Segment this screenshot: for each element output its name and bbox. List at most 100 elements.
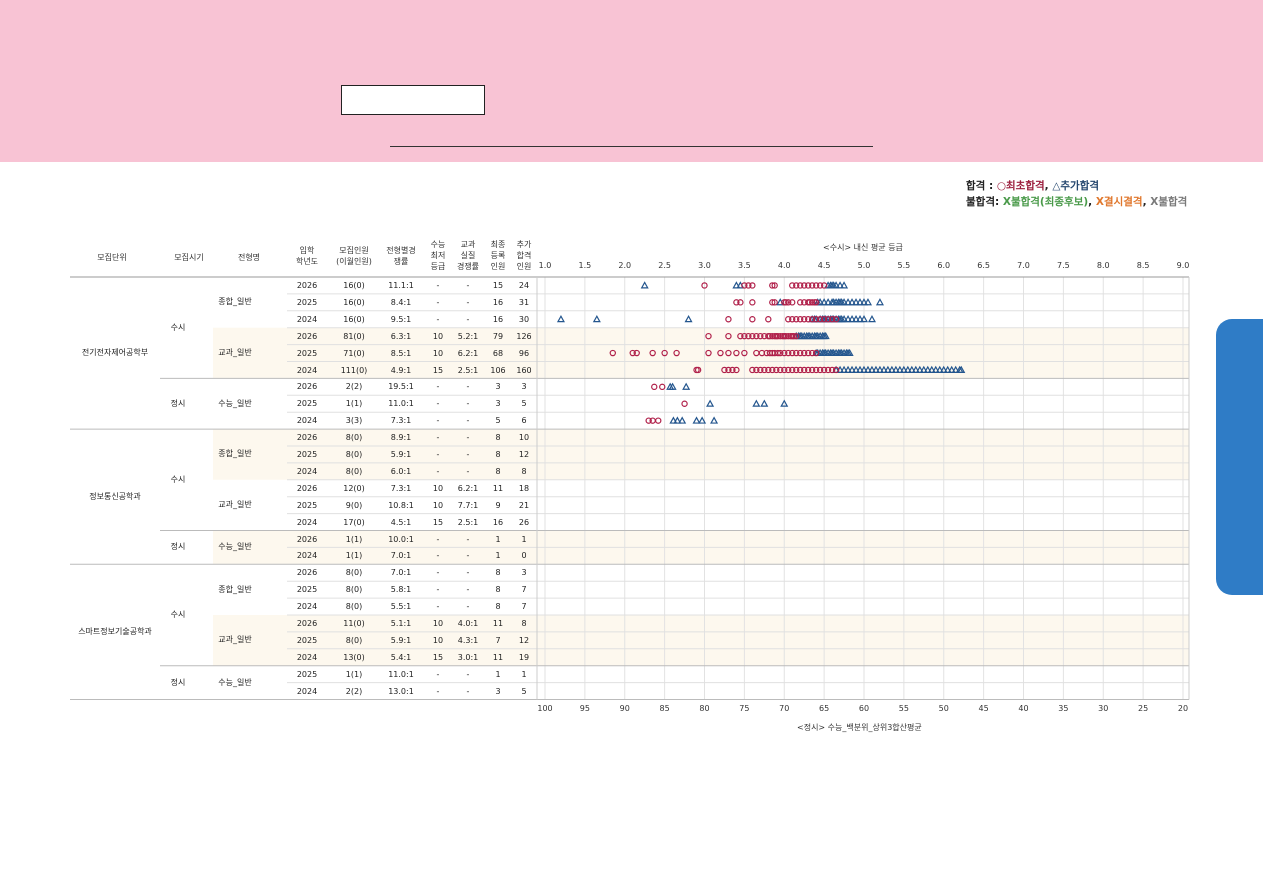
first-pass-marker [771,282,778,289]
extra-pass-marker [698,416,707,424]
cell-min: - [436,297,440,307]
first-pass-marker [800,316,808,323]
legend-comma: , [1142,196,1151,208]
header-year: 입학 학년도 [295,246,319,266]
cell-real: - [466,669,470,679]
cell-extra: 0 [521,551,527,561]
extra-pass-marker [845,348,854,357]
season-name: 정시 [170,542,186,552]
first-pass-marker [741,332,748,340]
first-pass-marker [797,316,804,323]
extra-pass-marker [867,365,876,373]
season-name: 정시 [170,398,186,408]
cell-real: 4.0:1 [457,619,479,628]
cell-extra: 3 [521,382,527,392]
cell-quota: 12(0) [343,483,365,493]
cell-quota: 1(1) [345,669,363,679]
extra-pass-marker [710,416,719,424]
cell-quota: 8(0) [345,466,363,476]
top-tick-label: 9.0 [1176,261,1190,270]
top-tick-label: 4.5 [817,261,831,270]
first-pass-marker [808,349,816,357]
legend-absent: X결시결격 [1095,196,1143,208]
extra-pass-marker [867,315,876,323]
extra-pass-marker [855,365,865,373]
cell-min: - [436,602,440,612]
cell-extra: 96 [518,348,530,358]
cell-final: 16 [492,297,504,307]
cell-quota: 1(1) [345,534,363,544]
extra-pass-marker [640,281,649,289]
top-tick-label: 8.0 [1096,261,1110,270]
first-pass-marker [800,282,808,289]
bottom-tick-label: 70 [779,704,790,713]
bottom-tick-label: 95 [579,704,590,713]
cell-year: 2025 [296,450,318,459]
cell-final: 8 [495,450,501,459]
extra-pass-marker [852,298,861,306]
cell-extra: 21 [518,500,530,510]
cell-ratio: 5.9:1 [390,635,412,645]
top-tick-label: 8.5 [1136,261,1150,270]
cell-real: - [466,466,470,476]
header-final: 최종 등록 인원 [490,240,506,271]
cell-year: 2024 [296,517,318,527]
first-pass-marker [701,282,708,289]
extra-pass-marker [844,365,853,373]
cell-quota: 9(0) [345,500,363,510]
side-tab[interactable] [1216,319,1263,595]
cell-ratio: 5.5:1 [390,602,412,612]
cell-real: - [466,416,470,426]
first-pass-marker [781,349,788,357]
cell-real: - [466,568,470,578]
cell-quota: 8(0) [345,450,363,459]
extra-pass-marker [732,281,741,289]
cell-extra: 7 [521,602,527,612]
first-pass-marker [804,366,812,374]
cell-real: 6.2:1 [457,483,479,493]
extra-pass-marker [669,416,678,424]
first-pass-marker [789,366,796,374]
top-tick-label: 2.0 [618,261,632,270]
extra-pass-marker [907,365,916,373]
chart-title: <수시> 내신 평균 등급 [823,243,903,252]
cell-final: 8 [495,602,501,612]
cell-min: - [436,382,440,392]
cell-real: 6.2:1 [457,348,479,358]
first-pass-marker [777,366,784,374]
extra-pass-marker [752,399,761,407]
bottom-tick-label: 45 [978,704,989,713]
type-name: 수능_일반 [218,542,252,552]
cell-year: 2026 [296,382,318,392]
first-pass-marker [717,349,724,357]
cell-final: 9 [495,500,501,510]
cell-ratio: 19.5:1 [388,382,414,392]
first-pass-marker [733,349,740,357]
extra-pass-marker [891,365,900,373]
header-ratio: 전형별경 쟁률 [386,246,416,266]
extra-pass-marker [678,416,687,424]
first-pass-marker [777,349,784,357]
first-pass-marker [633,349,640,357]
extra-pass-marker [935,365,944,373]
first-pass-marker [785,299,792,306]
cell-extra: 18 [518,483,530,493]
cell-year: 2026 [296,534,318,544]
season-name: 수시 [170,610,186,619]
cell-year: 2024 [296,466,318,476]
extra-pass-marker [844,315,853,323]
cell-min: 10 [432,619,444,628]
cell-final: 79 [492,331,504,341]
first-pass-marker [789,282,796,289]
first-pass-marker [661,349,668,357]
cell-ratio: 4.9:1 [390,365,412,375]
first-pass-marker [820,316,828,323]
cell-extra: 5 [521,399,527,409]
cell-min: - [436,585,440,595]
cell-final: 1 [495,534,501,544]
cell-extra: 3 [521,568,527,578]
cell-year: 2026 [296,568,318,578]
first-pass-marker [749,316,756,323]
cell-min: - [436,669,440,679]
cell-min: - [436,450,440,459]
